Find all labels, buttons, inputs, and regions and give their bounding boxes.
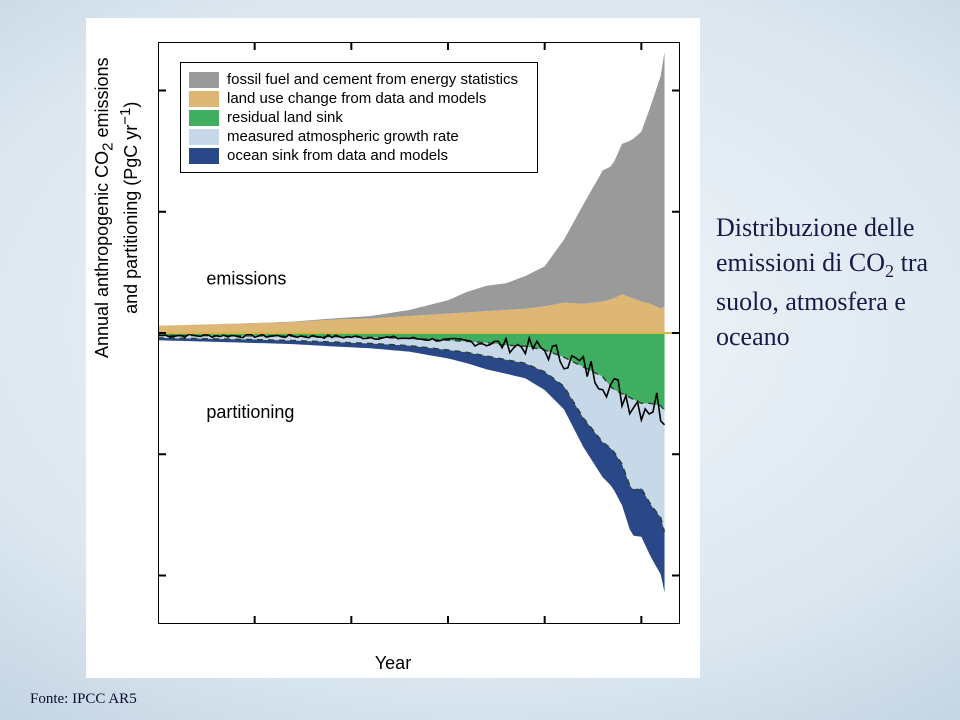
legend-swatch — [189, 72, 219, 88]
legend-swatch — [189, 148, 219, 164]
legend-swatch — [189, 91, 219, 107]
legend-label: fossil fuel and cement from energy stati… — [227, 71, 518, 88]
source-footnote: Fonte: IPCC AR5 — [30, 691, 137, 708]
annotation-partitioning: partitioning — [206, 402, 294, 422]
legend-item-ocean_sink: ocean sink from data and models — [189, 147, 529, 164]
legend-label: land use change from data and models — [227, 90, 486, 107]
legend-label: measured atmospheric growth rate — [227, 128, 459, 145]
y-axis-label: Annual anthropogenic CO2 emissions and p… — [92, 57, 142, 358]
legend-swatch — [189, 110, 219, 126]
side-description: Distribuzione delle emissioni di CO2 tra… — [716, 210, 944, 354]
legend-item-fossil_fuel: fossil fuel and cement from energy stati… — [189, 71, 529, 88]
annotation-emissions: emissions — [206, 269, 286, 289]
legend-item-residual_land: residual land sink — [189, 109, 529, 126]
legend-box: fossil fuel and cement from energy stati… — [180, 62, 538, 173]
legend-label: ocean sink from data and models — [227, 147, 448, 164]
chart-panel: Annual anthropogenic CO2 emissions and p… — [86, 18, 700, 678]
legend-swatch — [189, 129, 219, 145]
x-axis-label: Year — [86, 653, 700, 674]
legend-label: residual land sink — [227, 109, 343, 126]
legend-item-land_use: land use change from data and models — [189, 90, 529, 107]
legend-item-atmos_growth: measured atmospheric growth rate — [189, 128, 529, 145]
